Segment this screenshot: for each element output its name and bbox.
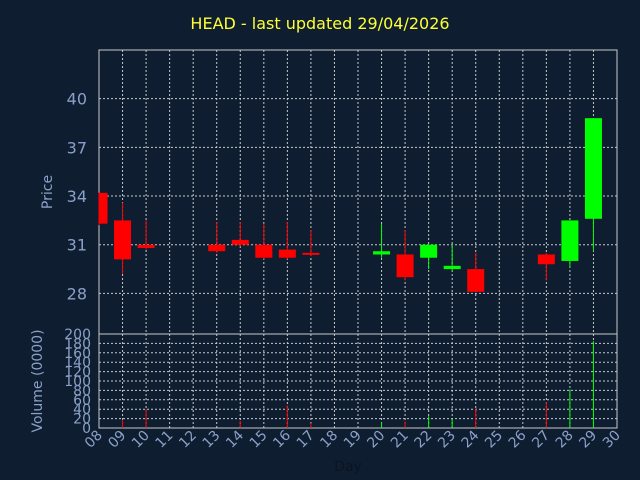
candle-body <box>302 252 320 255</box>
candle-body <box>396 254 414 278</box>
candles <box>98 118 602 292</box>
volume-axis-label: Volume (0000) <box>30 329 46 432</box>
day-tick-label: 26 <box>506 427 530 451</box>
day-tick-label: 30 <box>600 428 624 452</box>
day-tick-label: 13 <box>200 428 224 452</box>
day-tick-label: 11 <box>153 428 177 452</box>
day-tick-label: 15 <box>247 428 271 452</box>
volume-tick-label: 180 <box>64 336 91 352</box>
day-tick-label: 29 <box>576 428 600 452</box>
price-axis-label: Price <box>40 175 56 209</box>
price-tick-label: 31 <box>67 236 87 255</box>
day-tick-label: 24 <box>459 427 483 451</box>
candle-body <box>137 244 155 248</box>
day-tick-label: 22 <box>412 428 436 452</box>
candle-body <box>114 220 132 260</box>
day-tick-label: 19 <box>341 428 365 452</box>
chart-title: HEAD - last updated 29/04/2026 <box>190 14 450 33</box>
volume-tick-label: 40 <box>73 402 91 418</box>
price-y-ticks: 28 31 34 37 40 <box>67 90 87 304</box>
day-tick-label: 28 <box>553 428 577 452</box>
day-tick-label: 10 <box>129 428 153 452</box>
candle-body <box>208 244 226 252</box>
candle-body <box>420 244 438 258</box>
price-tick-label: 37 <box>67 138 87 157</box>
candle-body <box>537 254 555 265</box>
day-tick-label: 16 <box>270 427 294 451</box>
candle-body <box>231 239 249 245</box>
candle-body <box>99 192 108 224</box>
volume-tick-label: 120 <box>64 365 91 381</box>
day-tick-label: 25 <box>482 428 506 452</box>
volume-bars <box>122 341 594 428</box>
volume-tick-label: 100 <box>64 374 91 390</box>
candle-body <box>561 220 579 261</box>
price-tick-label: 34 <box>67 187 87 206</box>
price-tick-label: 40 <box>67 90 87 109</box>
day-tick-label: 09 <box>105 428 129 452</box>
candle-body <box>443 265 461 270</box>
day-tick-label: 20 <box>364 428 388 452</box>
volume-tick-label: 160 <box>64 346 91 362</box>
price-grid <box>98 50 618 334</box>
volume-tick-label: 0 <box>82 421 91 437</box>
day-tick-label: 14 <box>223 427 247 451</box>
candle-body <box>255 244 273 258</box>
day-tick-label: 27 <box>529 428 553 452</box>
day-tick-label: 12 <box>176 428 200 452</box>
candle-body <box>278 249 296 258</box>
volume-tick-label: 140 <box>64 355 91 371</box>
day-tick-label: 17 <box>294 428 318 452</box>
day-tick-label: 21 <box>388 428 412 452</box>
day-tick-label: 23 <box>435 428 459 452</box>
volume-tick-label: 20 <box>73 412 91 428</box>
candle-body <box>373 251 391 255</box>
day-axis-label: Day <box>334 459 362 475</box>
candle-body <box>467 269 485 292</box>
price-tick-label: 28 <box>67 284 87 303</box>
day-tick-label: 18 <box>317 428 341 452</box>
volume-grid <box>98 333 618 429</box>
volume-tick-label: 60 <box>73 393 91 409</box>
day-x-ticks: 08 09 10 11 12 13 14 15 16 17 18 19 20 21 22 23 24 25 26 27… <box>82 427 624 451</box>
candle-body <box>584 118 602 219</box>
volume-tick-label: 80 <box>73 383 91 399</box>
volume-tick-label: 200 <box>64 327 91 343</box>
